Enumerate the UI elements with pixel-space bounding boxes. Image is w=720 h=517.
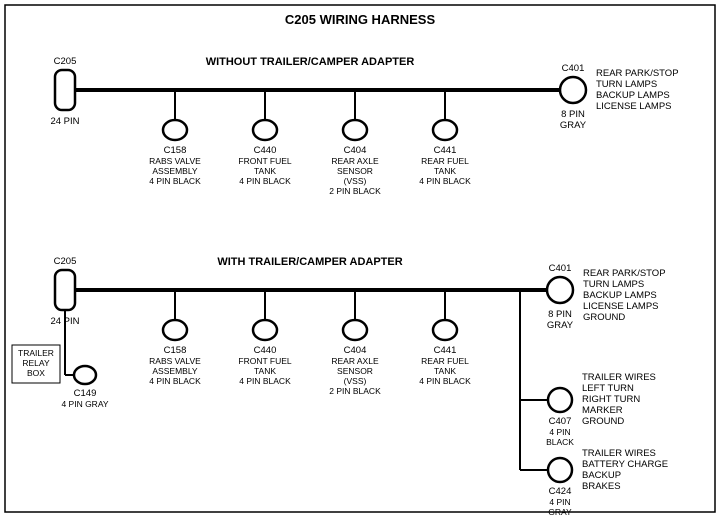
- trailer-relay-box-label: RELAY: [22, 358, 50, 368]
- svg-text:TANK: TANK: [434, 366, 456, 376]
- c158-label: C158: [164, 145, 187, 156]
- svg-text:C401: C401: [549, 263, 572, 274]
- svg-text:TRAILER WIRES: TRAILER WIRES: [582, 372, 656, 383]
- svg-text:4 PIN: 4 PIN: [549, 427, 570, 437]
- svg-text:TANK: TANK: [434, 166, 456, 176]
- svg-text:C205: C205: [54, 256, 77, 267]
- c158-connector: [163, 120, 187, 140]
- c401-pins: 8 PIN: [561, 109, 585, 120]
- svg-text:SENSOR: SENSOR: [337, 166, 373, 176]
- svg-text:MARKER: MARKER: [582, 405, 623, 416]
- svg-text:4 PIN GRAY: 4 PIN GRAY: [61, 399, 108, 409]
- svg-text:LEFT TURN: LEFT TURN: [582, 383, 634, 394]
- diagram-title: C205 WIRING HARNESS: [285, 12, 436, 27]
- svg-text:REAR AXLE: REAR AXLE: [331, 356, 379, 366]
- svg-text:4 PIN BLACK: 4 PIN BLACK: [419, 376, 471, 386]
- svg-text:GROUND: GROUND: [583, 312, 625, 323]
- c440-label: C440: [254, 145, 277, 156]
- svg-text:FRONT FUEL: FRONT FUEL: [238, 356, 291, 366]
- svg-text:RABS VALVE: RABS VALVE: [149, 156, 201, 166]
- svg-text:TURN LAMPS: TURN LAMPS: [583, 279, 644, 290]
- svg-text:ASSEMBLY: ASSEMBLY: [152, 366, 198, 376]
- c424-connector: [548, 458, 572, 482]
- c401-side: BACKUP LAMPS: [596, 90, 670, 101]
- svg-text:SENSOR: SENSOR: [337, 366, 373, 376]
- trailer-relay-box-label: BOX: [27, 368, 45, 378]
- svg-text:TANK: TANK: [254, 366, 276, 376]
- svg-text:GRAY: GRAY: [548, 507, 572, 517]
- svg-text:RIGHT TURN: RIGHT TURN: [582, 394, 640, 405]
- svg-text:2 PIN BLACK: 2 PIN BLACK: [329, 186, 381, 196]
- c401-side: LICENSE LAMPS: [596, 101, 672, 112]
- section1-subtitle: WITHOUT TRAILER/CAMPER ADAPTER: [206, 56, 415, 68]
- c404-connector-2: [343, 320, 367, 340]
- svg-text:(VSS): (VSS): [344, 176, 367, 186]
- svg-text:GRAY: GRAY: [547, 320, 574, 331]
- svg-text:4 PIN BLACK: 4 PIN BLACK: [239, 176, 291, 186]
- svg-text:BATTERY CHARGE: BATTERY CHARGE: [582, 459, 668, 470]
- svg-text:BRAKES: BRAKES: [582, 481, 621, 492]
- c441-connector: [433, 120, 457, 140]
- svg-text:4 PIN BLACK: 4 PIN BLACK: [149, 176, 201, 186]
- svg-text:TRAILER WIRES: TRAILER WIRES: [582, 448, 656, 459]
- c407-connector: [548, 388, 572, 412]
- svg-text:FRONT FUEL: FRONT FUEL: [238, 156, 291, 166]
- svg-text:REAR AXLE: REAR AXLE: [331, 156, 379, 166]
- svg-text:4 PIN BLACK: 4 PIN BLACK: [149, 376, 201, 386]
- c440-connector: [253, 120, 277, 140]
- c407-label: C407: [549, 416, 572, 427]
- svg-text:REAR PARK/STOP: REAR PARK/STOP: [583, 268, 666, 279]
- c401-label: C401: [562, 63, 585, 74]
- svg-text:4 PIN BLACK: 4 PIN BLACK: [419, 176, 471, 186]
- c440-connector-2: [253, 320, 277, 340]
- c424-label: C424: [549, 486, 572, 497]
- svg-text:TANK: TANK: [254, 166, 276, 176]
- svg-text:BACKUP: BACKUP: [582, 470, 621, 481]
- svg-text:RABS VALVE: RABS VALVE: [149, 356, 201, 366]
- svg-text:C440: C440: [254, 345, 277, 356]
- c404-label: C404: [344, 145, 367, 156]
- svg-text:REAR FUEL: REAR FUEL: [421, 156, 469, 166]
- c158-connector-2: [163, 320, 187, 340]
- svg-text:GROUND: GROUND: [582, 416, 624, 427]
- svg-text:C158: C158: [164, 345, 187, 356]
- svg-text:C404: C404: [344, 345, 367, 356]
- c205-pins: 24 PIN: [50, 116, 79, 127]
- svg-text:LICENSE LAMPS: LICENSE LAMPS: [583, 301, 659, 312]
- svg-text:8 PIN: 8 PIN: [548, 309, 572, 320]
- svg-text:BACKUP LAMPS: BACKUP LAMPS: [583, 290, 657, 301]
- c401-side: REAR PARK/STOP: [596, 68, 679, 79]
- svg-text:BLACK: BLACK: [546, 437, 574, 447]
- c441-label: C441: [434, 145, 457, 156]
- c404-connector: [343, 120, 367, 140]
- svg-text:4 PIN BLACK: 4 PIN BLACK: [239, 376, 291, 386]
- c401-side: TURN LAMPS: [596, 79, 657, 90]
- svg-text:(VSS): (VSS): [344, 376, 367, 386]
- svg-text:ASSEMBLY: ASSEMBLY: [152, 166, 198, 176]
- c205-connector: [55, 70, 75, 110]
- c401-connector: [560, 77, 586, 103]
- c149-connector: [74, 366, 96, 384]
- c401-pins: GRAY: [560, 120, 587, 131]
- c441-connector-2: [433, 320, 457, 340]
- section2-subtitle: WITH TRAILER/CAMPER ADAPTER: [217, 256, 402, 268]
- c205-connector-2: [55, 270, 75, 310]
- svg-text:2 PIN BLACK: 2 PIN BLACK: [329, 386, 381, 396]
- svg-text:C441: C441: [434, 345, 457, 356]
- c401-connector-2: [547, 277, 573, 303]
- trailer-relay-box-label: TRAILER: [18, 348, 54, 358]
- c149-label: C149: [74, 388, 97, 399]
- svg-text:REAR FUEL: REAR FUEL: [421, 356, 469, 366]
- svg-text:4 PIN: 4 PIN: [549, 497, 570, 507]
- c205-label: C205: [54, 56, 77, 67]
